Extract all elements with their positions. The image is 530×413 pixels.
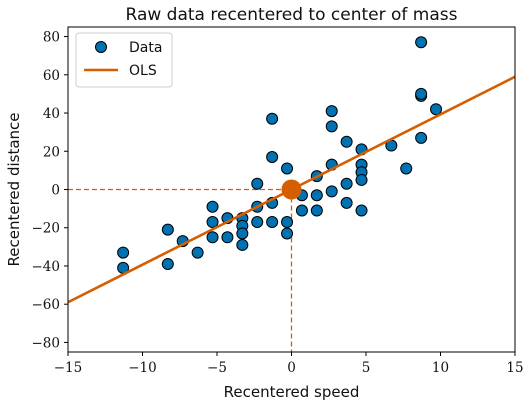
data-point [340, 196, 353, 209]
data-point [340, 135, 353, 148]
x-tick-label: 5 [362, 360, 371, 376]
x-tick-label: 15 [506, 360, 523, 376]
y-tick-label: 20 [43, 144, 60, 160]
data-point [251, 216, 264, 228]
data-point [415, 87, 428, 100]
x-tick-label: 0 [287, 360, 296, 376]
data-point [325, 185, 338, 198]
data-point [281, 216, 294, 228]
data-point [266, 216, 279, 228]
data-point [355, 173, 368, 186]
x-tick-label: −10 [128, 360, 157, 376]
data-point [251, 177, 264, 190]
data-point [310, 189, 323, 202]
data-point [295, 204, 308, 217]
legend: Data OLS [75, 32, 173, 88]
y-axis-label: Recentered distance [5, 113, 23, 267]
data-point [310, 204, 323, 217]
data-point [161, 223, 174, 236]
data-point [355, 204, 368, 217]
y-tick-label: −60 [32, 297, 61, 313]
legend-label-ols: OLS [129, 63, 157, 79]
data-point [266, 151, 279, 163]
tick-layer: −15 −10 −5 0 5 10 15 −80 −60 −40 −20 0 20 40 60 80 [32, 30, 524, 376]
legend-marker-data [95, 41, 107, 53]
data-point [206, 200, 219, 213]
x-tick-label: −15 [54, 360, 83, 376]
x-tick-label: −5 [207, 360, 227, 376]
y-tick-label: 40 [43, 106, 60, 122]
data-point [161, 258, 174, 271]
plot-frame [67, 26, 516, 353]
legend-label-data: Data [129, 40, 162, 56]
data-point [415, 131, 428, 144]
data-point [221, 231, 234, 244]
data-point [281, 162, 294, 175]
chart-title: Raw data recentered to center of mass [126, 5, 458, 25]
data-point [236, 227, 249, 240]
y-tick-label: −80 [32, 335, 61, 351]
data-point [266, 112, 279, 125]
data-point [117, 246, 130, 259]
data-point [400, 162, 413, 175]
center-of-mass-marker [281, 179, 302, 200]
data-points [117, 36, 443, 274]
y-tick-label: 0 [51, 183, 60, 199]
y-tick-label: 80 [43, 30, 60, 46]
data-point [281, 227, 294, 240]
data-point [191, 246, 204, 259]
center-of-mass-layer [281, 179, 302, 200]
data-point [430, 103, 443, 116]
data-point [206, 231, 219, 244]
y-tick-label: −20 [32, 221, 61, 237]
data-point [340, 177, 353, 190]
data-point [415, 36, 428, 49]
data-point [325, 120, 338, 133]
center-guides [68, 188, 293, 352]
data-point [325, 105, 338, 118]
y-tick-label: 60 [43, 68, 60, 84]
x-axis-label: Recentered speed [224, 383, 360, 401]
y-tick-label: −40 [32, 259, 61, 275]
data-point [236, 238, 249, 251]
x-tick-label: 10 [432, 360, 449, 376]
data-point [206, 216, 219, 228]
